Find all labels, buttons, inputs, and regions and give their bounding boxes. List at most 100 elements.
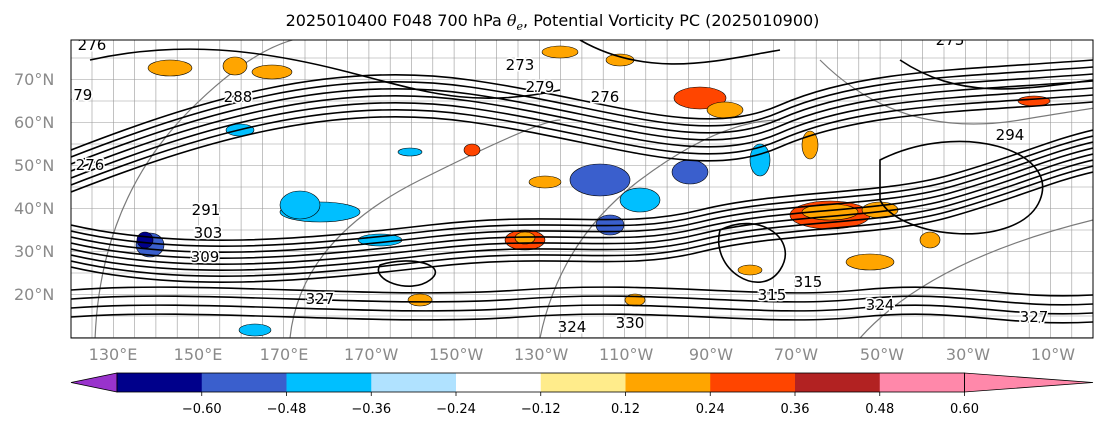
colorbar-segment: [879, 373, 965, 392]
theta-e-contour: [71, 304, 1093, 315]
theta-e-contour: [71, 286, 1093, 297]
colorbar: [70, 372, 1094, 396]
theta-e-contour: [71, 159, 1093, 272]
theta-e-contour: [89, 48, 561, 100]
pv-shading: [135, 45, 1051, 337]
longitude-label: 150°E: [173, 345, 223, 364]
contour-label: 288: [224, 88, 253, 106]
longitude-label: 170°E: [259, 345, 309, 364]
contour-label: 276: [76, 156, 105, 174]
contour-label: 279: [64, 86, 93, 104]
contour-label: 273: [936, 31, 965, 49]
colorbar-tick-label: 0.24: [695, 402, 725, 417]
pv-anomaly-patch: [407, 293, 433, 307]
longitude-label: 70°W: [773, 345, 819, 364]
theta-e-contour: [71, 295, 1093, 306]
latitude-label: 30°N: [14, 242, 55, 261]
latitude-label: 50°N: [14, 156, 55, 175]
theta-e-contour: [899, 59, 1093, 90]
colorbar-tick-label: −0.60: [181, 402, 222, 417]
pv-anomaly-patch: [147, 59, 193, 77]
contour-label: 324: [558, 318, 587, 336]
theta-e-contour: [71, 59, 1093, 151]
theta-e-contour: [879, 140, 1044, 235]
colorbar-segment: [795, 373, 881, 392]
pv-anomaly-patch: [845, 253, 895, 271]
contour-label: 309: [191, 248, 220, 266]
contour-label: 327: [306, 290, 335, 308]
longitude-label: 30°W: [945, 345, 991, 364]
pv-anomaly-patch: [737, 264, 763, 276]
colorbar-segment: [540, 373, 626, 392]
contour-labels: 276 279 288 273 279 276 273 294 276 291 303 309 327 3…: [64, 31, 1050, 338]
contour-label: 315: [794, 273, 823, 291]
colorbar-segment: [625, 373, 711, 392]
pv-anomaly-patch: [619, 187, 661, 213]
projection-arc: [819, 59, 1093, 125]
latitude-label: 20°N: [14, 285, 55, 304]
pv-anomaly-patch: [1017, 95, 1051, 107]
contour-label: 279: [526, 78, 555, 96]
map-plot-area: 276 279 288 273 279 276 273 294 276 291 303 309 327 3…: [64, 31, 1094, 339]
pv-anomaly-patch: [251, 64, 293, 80]
longitude-label: 50°W: [859, 345, 905, 364]
pv-anomaly-patch: [279, 190, 321, 220]
theta-e-contour: [71, 129, 1093, 242]
colorbar-segment: [371, 373, 457, 392]
theta-e-contour: [579, 40, 781, 65]
pv-anomaly-patch: [238, 323, 272, 337]
projection-arc: [539, 119, 781, 338]
colorbar-segment: [286, 373, 372, 392]
pv-anomaly-patch: [541, 45, 579, 59]
colorbar-tick-label: 0.60: [950, 402, 979, 417]
pv-anomaly-patch: [514, 231, 536, 245]
theta-e-contour: [71, 135, 1093, 248]
colorbar-segment: [456, 373, 542, 392]
theta-e-contour: [71, 73, 1093, 165]
pv-anomaly-patch: [569, 163, 631, 197]
theta-e-contour: [71, 141, 1093, 254]
latitude-label: 70°N: [14, 70, 55, 89]
colorbar-tick-label: 0.12: [611, 402, 640, 417]
longitude-label: 130°W: [514, 345, 569, 364]
contour-label: 330: [616, 314, 645, 332]
contour-label: 315: [758, 286, 787, 304]
colorbar-segment: [117, 373, 203, 392]
chart-title: 2025010400 F048 700 hPa θe, Potential Vo…: [285, 11, 820, 34]
colorbar-tick-label: −0.24: [436, 402, 476, 417]
theta-e-contour: [71, 94, 1093, 186]
longitude-label: 90°W: [688, 345, 734, 364]
theta-e-contour: [377, 260, 437, 288]
theta-e-contours: [71, 40, 1093, 324]
colorbar-under-arrow: [70, 372, 118, 393]
contour-label: 327: [1020, 308, 1049, 326]
colorbar-tick-label: 0.36: [780, 402, 810, 417]
theta-symbol: θe: [506, 11, 524, 34]
pv-anomaly-patch: [397, 147, 423, 157]
contour-label: 291: [192, 201, 221, 219]
colorbar-tick-label: 0.48: [865, 402, 895, 417]
longitude-label: 150°W: [429, 345, 484, 364]
theta-e-contour: [71, 80, 1093, 172]
contour-label: 303: [194, 224, 223, 242]
pv-anomaly-patch: [136, 231, 154, 249]
colorbar-tick-label: −0.48: [266, 402, 307, 417]
latitude-label: 40°N: [14, 199, 55, 218]
map-frame: [70, 39, 1094, 339]
latitude-label: 60°N: [14, 113, 55, 132]
pv-anomaly-patch: [222, 56, 248, 76]
contour-label: 324: [866, 296, 895, 314]
theta-e-contour: [71, 171, 1093, 284]
theta-e-contour: [71, 87, 1093, 179]
colorbar-segment: [710, 373, 796, 392]
contour-label: 294: [996, 126, 1025, 144]
colorbar-segment: [201, 373, 287, 392]
theta-e-contour: [71, 147, 1093, 260]
pv-anomaly-patch: [919, 231, 941, 249]
theta-e-contour: [71, 66, 1093, 158]
pv-anomaly-patch: [801, 130, 819, 160]
theta-e-contour: [71, 313, 1093, 324]
theta-e-contour: [71, 153, 1093, 266]
colorbar-tick-label: −0.12: [520, 402, 561, 417]
